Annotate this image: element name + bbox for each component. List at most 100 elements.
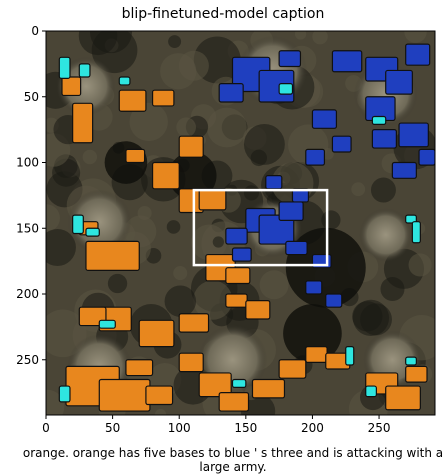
blue-unit (225, 227, 248, 245)
chart-title: blip-finetuned-model caption (121, 6, 325, 22)
x-tick-label: 150 (234, 421, 257, 435)
cyan-mineral (78, 63, 91, 78)
y-tick-label: 150 (16, 221, 39, 235)
x-tick-label: 0 (42, 421, 50, 435)
orange-unit (118, 89, 147, 112)
blue-unit (258, 214, 295, 245)
orange-unit (138, 319, 175, 348)
x-tick-label: 250 (368, 421, 391, 435)
orange-unit (98, 378, 151, 412)
blue-unit (331, 135, 352, 153)
blue-unit (218, 83, 244, 103)
orange-unit (225, 293, 248, 308)
orange-unit (125, 148, 146, 164)
terrain-patch (78, 31, 118, 56)
terrain-patch (107, 273, 128, 294)
blue-unit (278, 50, 302, 68)
y-tick-label: 200 (16, 287, 39, 301)
terrain-patch (176, 117, 197, 138)
x-tick-label: 50 (105, 421, 120, 435)
cyan-mineral (345, 346, 355, 366)
highlight-box (192, 188, 329, 267)
plot-frame (45, 30, 436, 416)
orange-unit (178, 352, 204, 373)
orange-unit (61, 76, 82, 97)
blue-unit (325, 293, 343, 308)
terrain-patch (370, 177, 396, 203)
terrain-patch (351, 182, 366, 197)
cyan-mineral (278, 83, 294, 95)
cyan-mineral (365, 385, 377, 398)
terrain-patch (129, 102, 168, 142)
blue-unit (371, 129, 397, 149)
cyan-mineral (85, 227, 100, 237)
terrain-patch (408, 253, 432, 277)
orange-unit (385, 385, 421, 411)
blue-unit (391, 161, 417, 179)
cyan-mineral (58, 385, 71, 403)
blue-unit (291, 188, 310, 203)
orange-unit (278, 359, 307, 379)
orange-unit (72, 102, 94, 144)
x-tick-label: 100 (168, 421, 191, 435)
terrain-patch (173, 266, 188, 281)
terrain-patch (166, 220, 181, 234)
blue-unit (385, 69, 413, 95)
terrain-patch (46, 204, 60, 232)
orange-unit (151, 89, 175, 107)
cyan-mineral (118, 76, 131, 86)
terrain-patch (352, 299, 390, 337)
blue-unit (418, 148, 435, 166)
cyan-mineral (405, 214, 417, 224)
blue-unit (331, 50, 363, 73)
x-tick-label: 200 (301, 421, 324, 435)
y-tick-label: 100 (16, 156, 39, 170)
orange-unit (178, 135, 204, 158)
orange-unit (405, 365, 428, 383)
orange-unit (198, 188, 227, 211)
blue-unit (305, 148, 326, 166)
orange-unit (178, 313, 210, 333)
blue-unit (265, 175, 283, 190)
y-tick-label: 50 (24, 90, 39, 104)
terrain-patch (212, 236, 225, 248)
cyan-mineral (405, 356, 417, 366)
blue-unit (311, 109, 338, 129)
orange-unit (305, 346, 328, 363)
terrain-patch (168, 35, 182, 49)
terrain-patch (243, 124, 285, 165)
terrain-patch (46, 228, 76, 266)
blue-unit (278, 201, 304, 221)
y-tick-label: 250 (16, 353, 39, 367)
terrain-patch (321, 210, 341, 230)
terrain-void (168, 151, 217, 200)
terrain-patch (154, 408, 167, 415)
orange-unit (151, 161, 180, 190)
terrain-patch (259, 270, 289, 300)
cyan-mineral (411, 221, 421, 244)
terrain-patch (380, 277, 405, 302)
orange-unit (218, 392, 250, 412)
orange-unit (225, 267, 251, 285)
orange-unit (125, 359, 154, 377)
orange-unit (251, 378, 286, 399)
y-tick-label: 0 (31, 24, 39, 38)
base-plate (359, 208, 413, 262)
cyan-mineral (98, 319, 116, 329)
orange-unit (145, 385, 174, 406)
base-plate (56, 56, 116, 116)
blue-unit (405, 43, 431, 66)
cyan-mineral (58, 56, 71, 79)
cyan-mineral (231, 378, 247, 388)
blue-unit (231, 247, 252, 262)
cyan-mineral (72, 214, 84, 235)
terrain-patch (404, 31, 427, 43)
cyan-mineral (371, 115, 387, 125)
orange-unit (245, 299, 271, 320)
terrain-patch (82, 149, 98, 165)
terrain-patch (312, 31, 328, 45)
orange-unit (85, 240, 140, 271)
blue-unit (305, 280, 323, 295)
terrain-patch (137, 206, 152, 221)
